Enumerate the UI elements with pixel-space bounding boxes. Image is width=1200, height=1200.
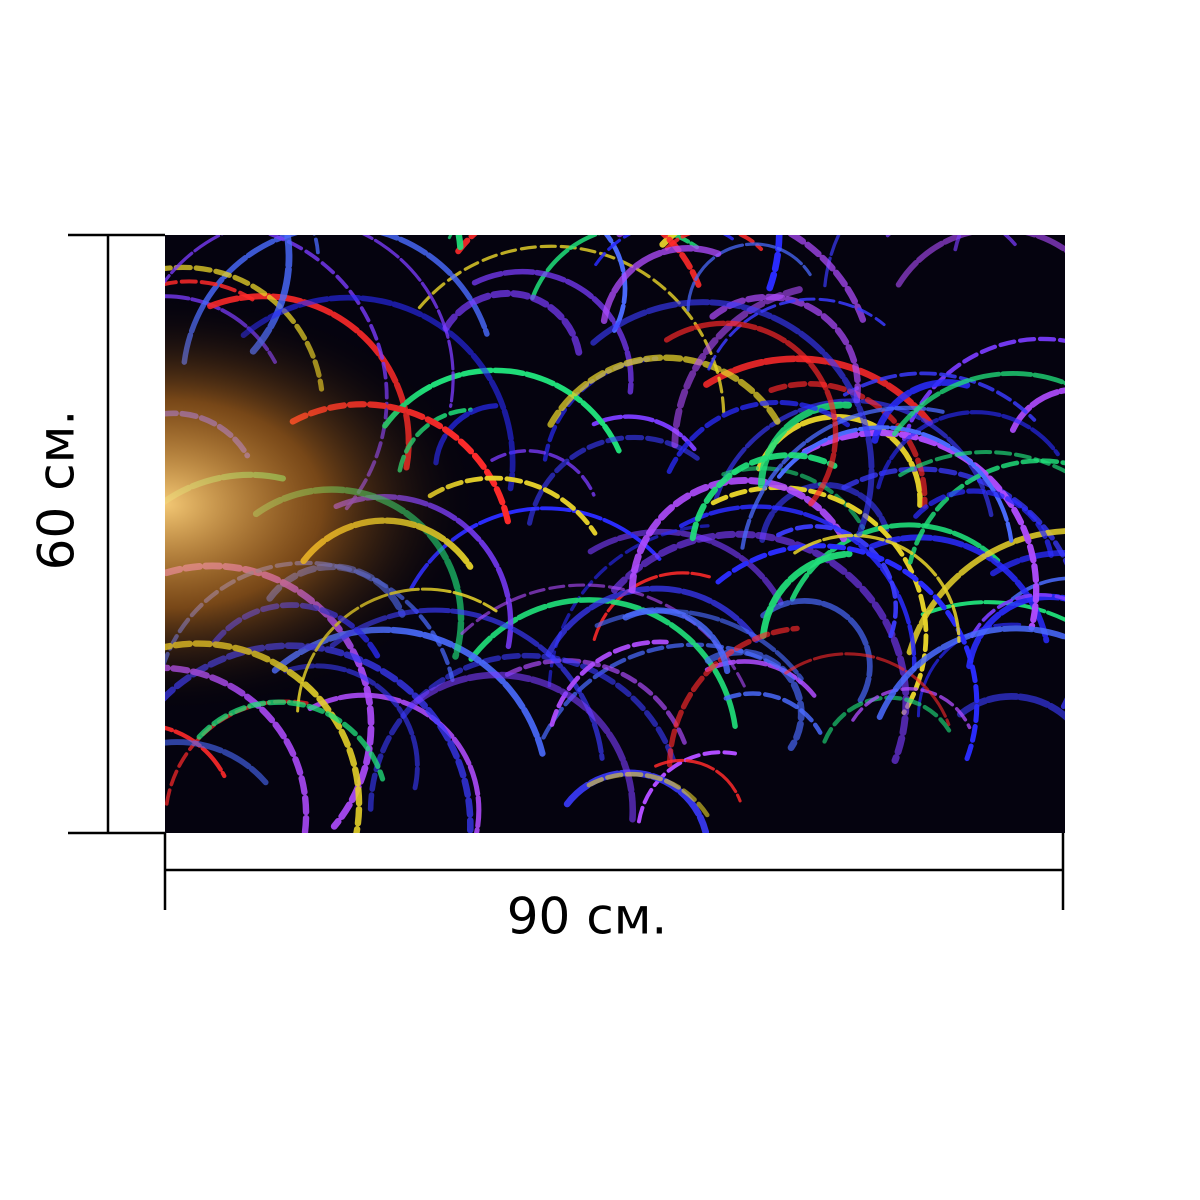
light-trail [513,156,579,222]
golden-glow [165,235,1065,833]
width-label: 90 см. [507,888,668,946]
light-trail [880,141,1052,201]
photo [165,77,1065,833]
light-trail [535,144,753,225]
light-trail [447,235,453,240]
height-label: 60 см. [28,410,86,571]
light-trail [597,77,763,231]
light-trail [455,235,464,251]
light-trail [650,170,827,227]
light-trail [958,155,1041,195]
